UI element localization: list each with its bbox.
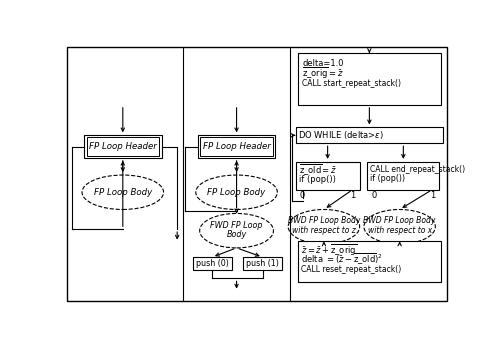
Text: with respect to z: with respect to z xyxy=(292,226,356,235)
Ellipse shape xyxy=(196,175,278,209)
Text: 1: 1 xyxy=(430,191,435,200)
FancyBboxPatch shape xyxy=(298,53,441,105)
FancyBboxPatch shape xyxy=(243,257,282,270)
Text: 1: 1 xyxy=(350,191,355,200)
Text: 0: 0 xyxy=(300,191,305,200)
Text: FP Loop Header: FP Loop Header xyxy=(89,142,157,151)
Text: Body: Body xyxy=(226,230,246,239)
Ellipse shape xyxy=(200,213,274,248)
FancyBboxPatch shape xyxy=(193,257,231,270)
Text: FP Loop Body: FP Loop Body xyxy=(207,188,266,197)
Text: if (pop()): if (pop()) xyxy=(370,174,405,183)
Text: CALL start_repeat_stack(): CALL start_repeat_stack() xyxy=(302,79,401,88)
FancyBboxPatch shape xyxy=(67,46,447,301)
Text: CALL reset_repeat_stack(): CALL reset_repeat_stack() xyxy=(302,265,402,273)
FancyBboxPatch shape xyxy=(367,162,439,190)
FancyBboxPatch shape xyxy=(198,135,276,158)
Text: 0: 0 xyxy=(372,191,377,200)
FancyBboxPatch shape xyxy=(296,162,360,190)
Text: DO WHILE (delta>$\epsilon$): DO WHILE (delta>$\epsilon$) xyxy=(298,129,384,141)
FancyBboxPatch shape xyxy=(84,135,162,158)
Ellipse shape xyxy=(82,175,163,209)
Text: $\bar{z} = \bar{z} + \overline{\mathsf{z\_orig}}$: $\bar{z} = \bar{z} + \overline{\mathsf{z… xyxy=(302,242,358,258)
Text: delta $= (\bar{z} - \overline{\mathsf{z\_old}})^2$: delta $= (\bar{z} - \overline{\mathsf{z\… xyxy=(302,251,383,267)
Text: push (0): push (0) xyxy=(196,259,228,268)
FancyBboxPatch shape xyxy=(200,137,273,156)
Ellipse shape xyxy=(288,209,360,244)
FancyBboxPatch shape xyxy=(298,241,441,282)
Text: FP Loop Body: FP Loop Body xyxy=(94,188,152,197)
Text: delta=1.0: delta=1.0 xyxy=(302,59,344,68)
Text: FWD FP Loop: FWD FP Loop xyxy=(210,222,263,230)
Text: push (1): push (1) xyxy=(246,259,279,268)
Text: BWD FP Loop Body: BWD FP Loop Body xyxy=(288,216,360,225)
Text: CALL end_repeat_stack(): CALL end_repeat_stack() xyxy=(370,165,465,174)
Text: with respect to x: with respect to x xyxy=(368,226,432,235)
Text: BWD FP Loop Body: BWD FP Loop Body xyxy=(363,216,436,225)
Text: $\overline{\mathsf{z\_old}}$$ = \bar{z}$: $\overline{\mathsf{z\_old}}$$ = \bar{z}$ xyxy=(299,162,337,178)
Text: FP Loop Header: FP Loop Header xyxy=(203,142,271,151)
Text: $\overline{\mathsf{z\_orig}}$$ = \bar{z}$: $\overline{\mathsf{z\_orig}}$$ = \bar{z}… xyxy=(302,65,344,81)
Text: if (pop()): if (pop()) xyxy=(299,174,336,183)
FancyBboxPatch shape xyxy=(87,137,159,156)
FancyBboxPatch shape xyxy=(296,127,443,143)
Ellipse shape xyxy=(364,209,435,244)
